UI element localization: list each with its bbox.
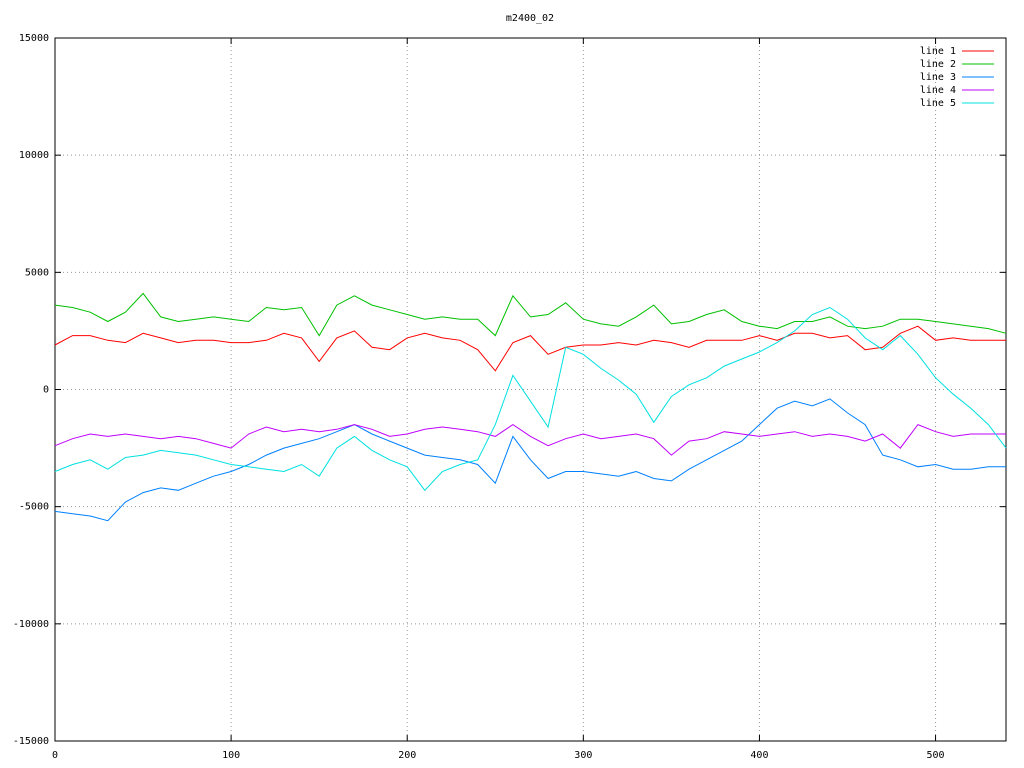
data-line — [54, 325, 1006, 372]
legend-label: line 4 — [920, 85, 956, 96]
y-tick-label: 10000 — [19, 150, 49, 161]
x-tick-label: 300 — [574, 750, 592, 761]
legend-label: line 1 — [920, 46, 956, 57]
data-line — [54, 292, 1007, 337]
x-tick-label: 0 — [52, 750, 58, 761]
data-line — [54, 306, 1007, 492]
y-tick-label: 5000 — [25, 267, 49, 278]
data-line — [54, 398, 1006, 522]
legend-label: line 5 — [920, 98, 956, 109]
chart-title: m2400_02 — [506, 13, 554, 24]
x-tick-label: 400 — [750, 750, 768, 761]
legend-label: line 3 — [920, 72, 956, 83]
y-tick-label: 0 — [43, 385, 49, 396]
y-tick-label: -5000 — [19, 502, 49, 513]
legend-label: line 2 — [920, 59, 956, 70]
x-tick-label: 500 — [927, 750, 945, 761]
y-tick-label: -10000 — [13, 619, 49, 630]
x-tick-label: 200 — [398, 750, 416, 761]
plot-frame — [54, 37, 1007, 742]
y-tick-label: -15000 — [13, 736, 49, 747]
data-line — [54, 423, 1006, 456]
x-tick-label: 100 — [222, 750, 240, 761]
y-tick-label: 15000 — [19, 33, 49, 44]
